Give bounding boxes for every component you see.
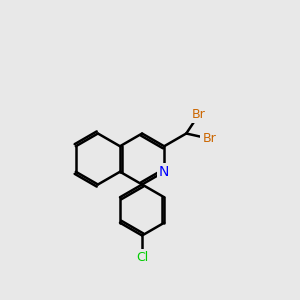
Text: Br: Br (202, 132, 216, 145)
Text: N: N (159, 165, 169, 179)
Text: Cl: Cl (136, 251, 148, 264)
Text: Br: Br (192, 108, 206, 121)
